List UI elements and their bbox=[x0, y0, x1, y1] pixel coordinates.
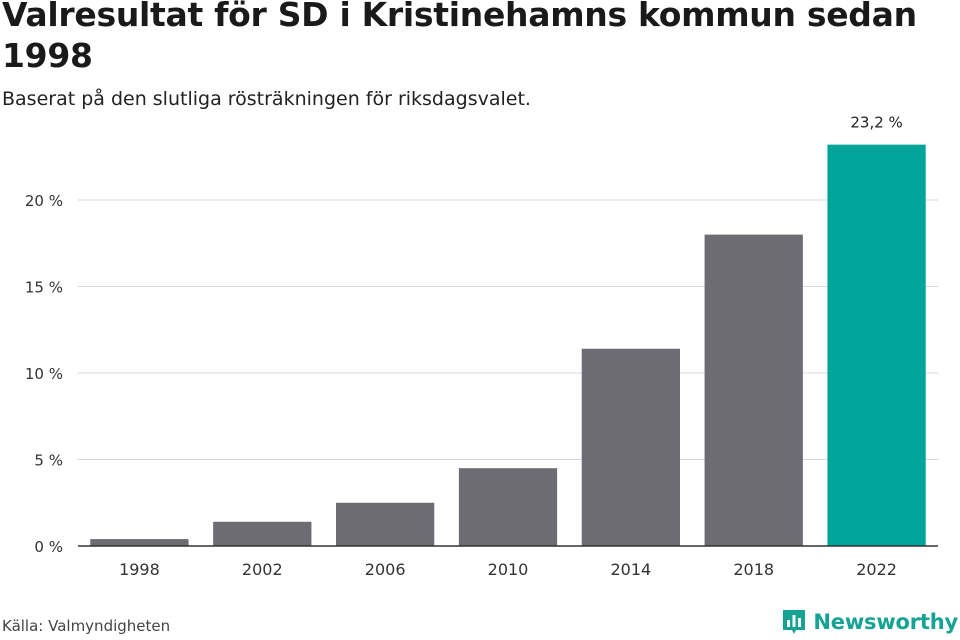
bar-2014 bbox=[581, 348, 680, 546]
y-tick-label: 20 % bbox=[25, 192, 63, 210]
chart-subtitle: Baserat på den slutliga rösträkningen fö… bbox=[2, 88, 531, 110]
brand-logo: Newsworthy bbox=[781, 606, 958, 638]
bar-2018 bbox=[704, 234, 803, 546]
y-tick-label: 10 % bbox=[25, 365, 63, 383]
bar-1998 bbox=[90, 539, 189, 546]
x-tick-label: 2018 bbox=[733, 560, 774, 579]
x-tick-label: 2010 bbox=[488, 560, 529, 579]
data-label: 23,2 % bbox=[850, 114, 902, 132]
x-tick-label: 2002 bbox=[242, 560, 283, 579]
y-tick-label: 15 % bbox=[25, 279, 63, 297]
bar-2010 bbox=[458, 468, 558, 546]
bar-2006 bbox=[336, 502, 435, 546]
y-tick-label: 5 % bbox=[34, 452, 63, 470]
bar-2022 bbox=[827, 144, 926, 546]
brand-name: Newsworthy bbox=[813, 610, 958, 634]
bar-chart: 0 % 5 % 10 % 15 % 20 % 1998 2002 2006 2010 2014 20… bbox=[25, 114, 938, 579]
newsworthy-logo-icon bbox=[783, 610, 806, 634]
bar-2002 bbox=[213, 521, 312, 546]
x-tick-label: 2006 bbox=[365, 560, 406, 579]
y-tick-label: 0 % bbox=[34, 538, 63, 556]
x-tick-label: 2014 bbox=[610, 560, 651, 579]
chart-title: Valresultat för SD i Kristinehamns kommu… bbox=[2, 0, 917, 75]
x-tick-label: 1998 bbox=[119, 560, 160, 579]
x-tick-label: 2022 bbox=[856, 560, 897, 579]
source-note: Källa: Valmyndigheten bbox=[2, 617, 171, 635]
